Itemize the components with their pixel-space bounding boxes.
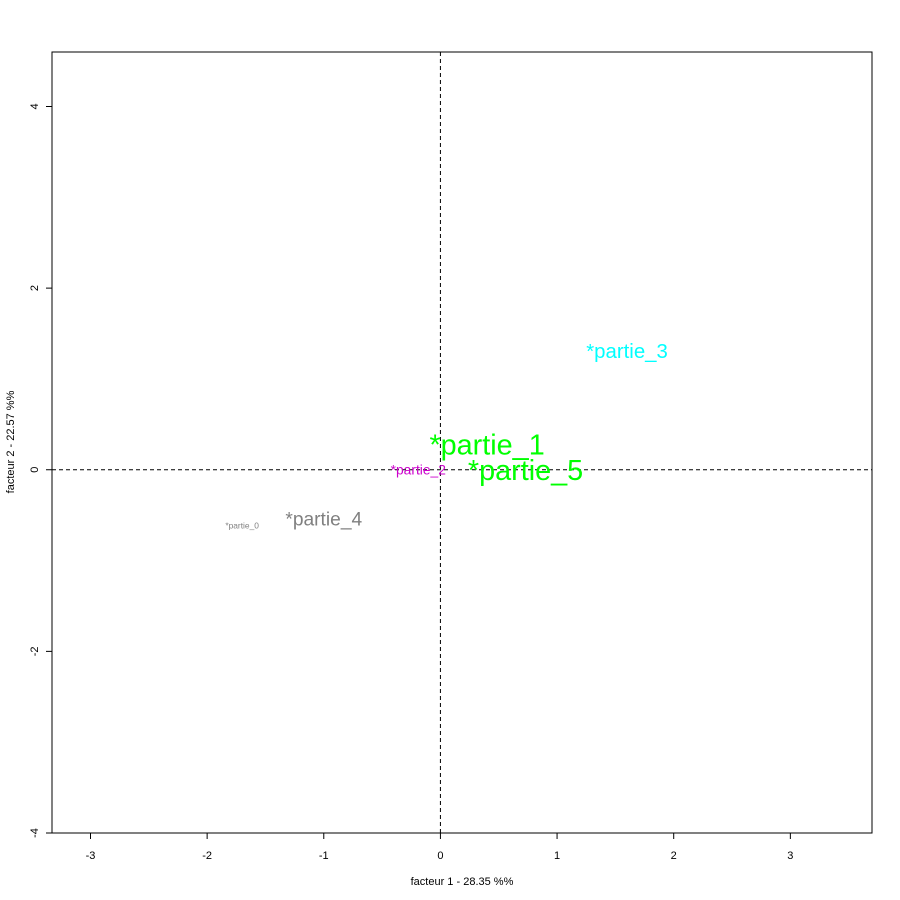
x-tick-label: 2 <box>671 850 677 862</box>
x-axis: -3 -2 -1 0 1 2 3 <box>86 833 793 862</box>
x-axis-title: facteur 1 - 28.35 %% <box>411 876 514 888</box>
x-tick-label: -3 <box>86 850 96 862</box>
point-label: *partie_3 <box>586 341 668 363</box>
x-tick-label: -1 <box>319 850 329 862</box>
x-tick-label: 0 <box>437 850 443 862</box>
point-label: *partie_1 <box>429 430 544 462</box>
y-tick-label: 0 <box>29 467 41 473</box>
plot-marks: *partie_0 *partie_1*partie_2 *partie_3 *par… <box>52 52 872 833</box>
point-label: *partie_5 <box>468 455 583 487</box>
x-tick-label: 1 <box>554 850 560 862</box>
y-tick-label: 2 <box>29 285 41 291</box>
y-tick-label: -4 <box>29 828 41 838</box>
y-axis: -4 -2 0 2 4 <box>29 103 52 838</box>
x-tick-label: -2 <box>202 850 212 862</box>
y-tick-label: 4 <box>29 103 41 109</box>
x-tick-label: 3 <box>787 850 793 862</box>
point-label: *partie_0 <box>225 520 259 530</box>
y-axis-title: facteur 2 - 22.57 %% <box>5 390 17 493</box>
point-label: *partie_2 <box>391 462 446 477</box>
plot-frame <box>51 51 873 834</box>
y-tick-label: -2 <box>29 646 41 656</box>
point-label: *partie_4 <box>285 510 362 531</box>
